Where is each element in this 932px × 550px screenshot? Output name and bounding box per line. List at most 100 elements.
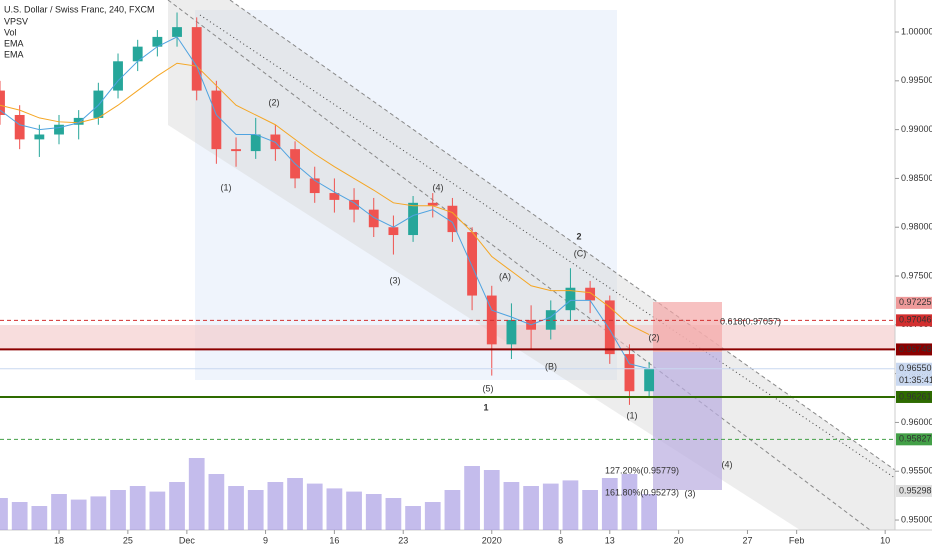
- candle-body: [191, 27, 202, 91]
- volume-bar: [542, 483, 559, 530]
- candle-body: [349, 199, 359, 210]
- price-tag-label: 0.97046: [899, 315, 932, 325]
- x-tick-label: 10: [880, 535, 890, 545]
- volume-bar: [267, 482, 284, 530]
- indicator-label: VPSV: [4, 16, 28, 26]
- volume-bar: [562, 480, 579, 530]
- annotation: (2): [649, 332, 660, 342]
- candle-body: [545, 310, 556, 330]
- stop-box: [653, 302, 722, 352]
- volume-bar: [483, 470, 500, 530]
- price-tag: [896, 343, 932, 356]
- x-tick-label: 18: [54, 535, 64, 545]
- price-tag-label: 0.95298: [899, 485, 932, 495]
- price-tag: [896, 433, 932, 446]
- price-tag: [896, 484, 932, 497]
- x-tick-label: 25: [123, 535, 133, 545]
- volume-bar: [169, 482, 185, 530]
- volume-bar: [149, 491, 166, 530]
- candle-body: [34, 134, 45, 140]
- annotation: (2): [269, 97, 280, 107]
- volume-bar: [444, 490, 461, 530]
- volume-bar: [464, 466, 480, 530]
- candle-body: [467, 232, 478, 296]
- x-tick-label: 2020: [482, 535, 502, 545]
- volume-bar: [326, 488, 343, 530]
- volume-bar: [11, 502, 28, 530]
- candle-body: [14, 114, 25, 140]
- volume-bar: [129, 486, 146, 530]
- price-tag: [896, 390, 932, 403]
- price-tag-label: 0.96261: [899, 391, 932, 401]
- countdown: 01:35:41: [899, 375, 932, 385]
- candle-body: [250, 134, 261, 152]
- candle-body: [309, 178, 320, 194]
- header: U.S. Dollar / Swiss Franc, 240, FXCM VPS…: [4, 4, 155, 59]
- volume-bar: [641, 494, 657, 530]
- countdown-tag: [896, 374, 932, 386]
- x-tick-label: 27: [742, 535, 752, 545]
- candle-body: [408, 202, 418, 236]
- annotation: (3): [390, 275, 401, 285]
- candle-body: [152, 36, 163, 47]
- candle-body: [565, 287, 576, 311]
- y-tick-label: 1.00000: [901, 26, 932, 36]
- ema-line: [0, 62, 650, 336]
- volume-bar: [0, 498, 8, 530]
- candle-body: [172, 27, 182, 37]
- annotation: 127.20%(0.95779): [605, 465, 679, 475]
- candle-body: [427, 202, 438, 206]
- indicator-label: Vol: [4, 27, 17, 37]
- y-tick-label: 0.97500: [901, 270, 932, 280]
- candle-body: [624, 354, 635, 392]
- candle-body: [644, 368, 655, 392]
- volume-bar: [70, 499, 87, 530]
- y-tick-label: 0.98000: [901, 222, 932, 232]
- candle-body: [0, 90, 5, 115]
- candle-body: [329, 193, 340, 200]
- title: U.S. Dollar / Swiss Franc, 240, FXCM: [4, 4, 155, 14]
- x-tick-label: Feb: [789, 535, 805, 545]
- candle-body: [447, 205, 458, 233]
- volume-bar: [110, 490, 126, 530]
- volume-bar: [621, 474, 638, 530]
- candle-body: [585, 287, 596, 301]
- annotation: (3): [685, 488, 696, 498]
- volume-bar: [287, 478, 303, 530]
- indicator-label: EMA: [4, 49, 24, 59]
- y-tick-label: 0.99000: [901, 124, 932, 134]
- x-tick-label: 9: [263, 535, 268, 545]
- annotation: (4): [722, 459, 733, 469]
- target-box: [653, 352, 722, 490]
- price-tag-label: 0.96748: [899, 344, 932, 354]
- indicator-label: EMA: [4, 38, 24, 48]
- volume-bar: [306, 483, 323, 530]
- volume-bar: [424, 502, 441, 530]
- candle-body: [388, 227, 399, 236]
- y-tick-label: 0.98500: [901, 173, 932, 183]
- volume-bar: [503, 482, 520, 530]
- price-tag-label: 0.97225: [899, 297, 932, 307]
- annotation: 2: [576, 231, 581, 241]
- volume-bar: [228, 486, 244, 530]
- candle-body: [54, 124, 64, 135]
- resistance-zone: [0, 325, 895, 350]
- candle-body: [368, 209, 379, 228]
- annotation: (A): [499, 271, 511, 281]
- x-tick-label: 16: [329, 535, 339, 545]
- annotation: (B): [545, 361, 557, 371]
- annotation: (1): [627, 410, 638, 420]
- annotation: 161.80%(0.95273): [605, 487, 679, 497]
- volume-bar: [601, 478, 618, 530]
- price-tag: [896, 296, 932, 309]
- volume-bar: [188, 458, 205, 530]
- y-tick-label: 0.95000: [901, 514, 932, 524]
- volume-bar: [523, 486, 539, 530]
- candle-body: [73, 117, 84, 125]
- candle-body: [132, 46, 143, 62]
- annotation: (C): [574, 248, 587, 258]
- price-tag: [896, 362, 932, 375]
- candle-body: [231, 149, 241, 152]
- y-tick-label: 0.99500: [901, 75, 932, 85]
- candle-body: [113, 61, 123, 91]
